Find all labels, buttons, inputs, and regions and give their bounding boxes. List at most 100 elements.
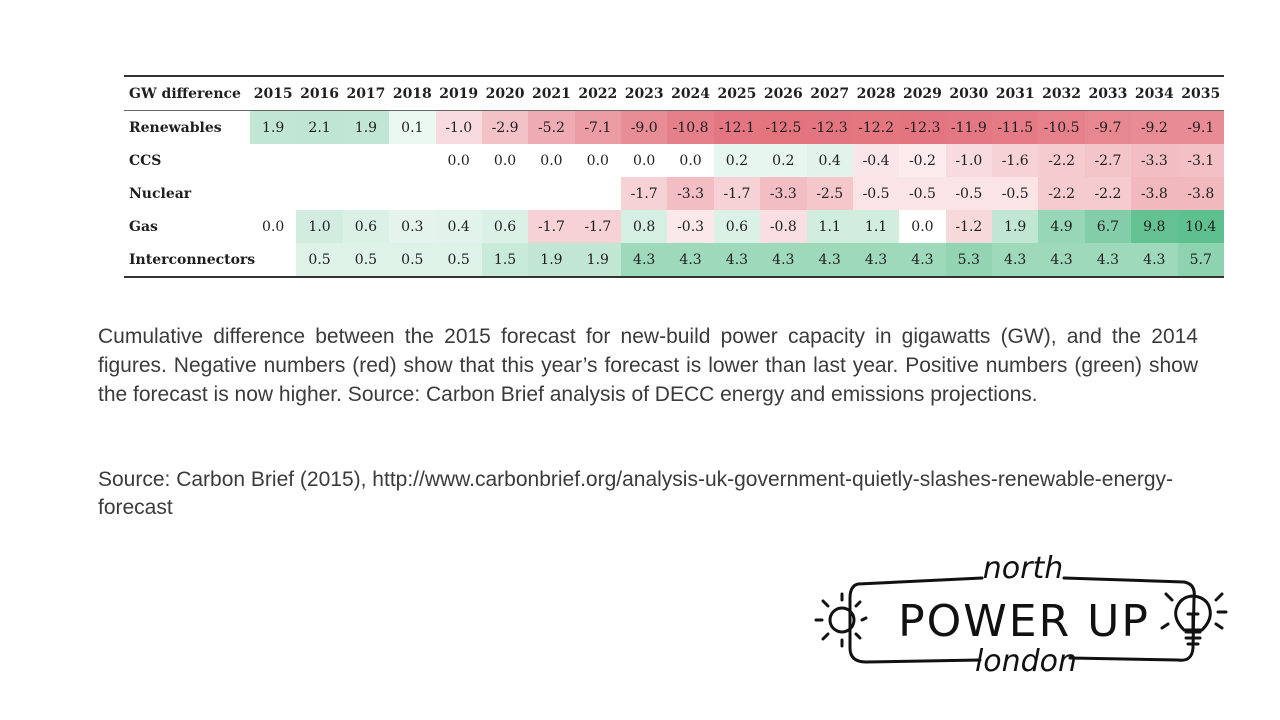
row-label: Gas (129, 218, 158, 235)
table-cell: -2.2 (1038, 144, 1085, 177)
table-cell: 1.5 (481, 243, 529, 278)
table-cell: -3.8 (1131, 177, 1178, 210)
year-header-2016: 2016 (296, 75, 343, 111)
table-cell: 4.3 (1038, 243, 1085, 278)
table-cell: 0.0 (493, 152, 517, 169)
year-header-2034: 2034 (1131, 75, 1178, 111)
table-cell (296, 144, 342, 177)
table-cell: -1.7 (621, 177, 668, 210)
year-header-2027: 2027 (806, 75, 853, 111)
year-header-2031: 2031 (992, 75, 1039, 111)
table-cell: 0.6 (481, 210, 529, 243)
table-cell: -3.3 (667, 177, 714, 210)
logo-london-text: london (975, 644, 1077, 679)
table-cell: 1.0 (296, 210, 343, 243)
table-cell: 0.5 (389, 243, 436, 278)
table-cell: 0.5 (435, 243, 482, 278)
row-label: Nuclear (129, 185, 192, 202)
header-label: GW difference (124, 75, 250, 111)
table-cell: 4.3 (1084, 243, 1132, 278)
table-cell: -3.3 (1131, 144, 1178, 177)
table-cell: 1.9 (528, 243, 575, 278)
table-cell: -9.2 (1131, 110, 1178, 144)
table-cell: 0.0 (911, 218, 934, 235)
table-cell: 0.4 (806, 144, 853, 177)
year-header-2026: 2026 (760, 75, 807, 111)
table-cell: -12.3 (899, 110, 946, 144)
table-cell: -9.0 (621, 110, 668, 144)
table-cell: -1.7 (713, 177, 761, 210)
table-cell: 4.9 (1038, 210, 1085, 243)
table-cell: 5.7 (1177, 243, 1224, 278)
table-cell: 10.4 (1177, 210, 1224, 243)
table-cell: 4.3 (667, 243, 714, 278)
table-cell: 0.8 (621, 210, 668, 243)
year-header-2017: 2017 (342, 75, 390, 111)
table-cell: 4.3 (852, 243, 900, 278)
table-cell: -3.3 (760, 177, 807, 210)
table-cell (343, 177, 389, 210)
sun-icon (814, 592, 868, 648)
table-cell: 0.5 (342, 243, 390, 278)
year-header-2024: 2024 (667, 75, 714, 111)
table-cell: 1.9 (250, 110, 297, 144)
table-cell: 0.0 (586, 152, 609, 169)
table-cell: 0.2 (713, 144, 761, 177)
year-header-2033: 2033 (1084, 75, 1132, 111)
year-header-2023: 2023 (621, 75, 668, 111)
table-cell: -10.8 (667, 110, 714, 144)
table-cell: 0.6 (342, 210, 390, 243)
table-cell: 1.9 (992, 210, 1039, 243)
table-cell (389, 177, 435, 210)
source-citation: Source: Carbon Brief (2015), http://www.… (98, 468, 1173, 519)
table-cell: -12.5 (760, 110, 807, 144)
year-header-2028: 2028 (852, 75, 900, 111)
table-row-renewables: Renewables 1.9 2.1 1.9 0.1 -1.0 -2.9 -5.2 -7.1 -9… (124, 110, 1224, 144)
table-cell: 0.6 (713, 210, 761, 243)
table-cell: -0.3 (667, 210, 714, 243)
table-cell: -12.3 (806, 110, 853, 144)
table-cell (343, 144, 389, 177)
table-cell: -2.2 (1084, 177, 1132, 210)
row-label: CCS (129, 152, 162, 169)
table-cell: -3.8 (1177, 177, 1224, 210)
table-caption: Cumulative difference between the 2015 f… (98, 325, 1198, 406)
table-cell: -1.7 (528, 210, 575, 243)
row-label: Interconnectors (124, 243, 255, 278)
table-cell: 0.2 (760, 144, 807, 177)
table-cell: -2.5 (806, 177, 853, 210)
table-cell: 4.3 (899, 243, 946, 278)
table-cell: -0.2 (899, 144, 946, 177)
table-cell (250, 144, 296, 177)
table-cell (250, 243, 297, 278)
table-cell: -12.2 (852, 110, 900, 144)
table-cell: 0.0 (540, 152, 563, 169)
table-cell: 4.3 (806, 243, 853, 278)
table-cell: -3.1 (1177, 144, 1224, 177)
year-header-2020: 2020 (481, 75, 529, 111)
table-cell: 9.8 (1131, 210, 1178, 243)
table-cell: -12.1 (713, 110, 761, 144)
table-cell: -7.1 (574, 110, 621, 144)
table-cell: -1.0 (435, 110, 482, 144)
table-cell: -0.5 (992, 177, 1039, 210)
year-header-2019: 2019 (435, 75, 482, 111)
table-cell: 5.3 (945, 243, 992, 278)
table-cell: -9.7 (1084, 110, 1132, 144)
table-cell: -9.1 (1177, 110, 1224, 144)
table-cell: 4.3 (992, 243, 1039, 278)
table-cell: 0.0 (633, 152, 656, 169)
year-header-2015: 2015 (250, 75, 297, 111)
table-cell (389, 144, 435, 177)
table-cell: -5.2 (528, 110, 575, 144)
row-label: Renewables (129, 119, 222, 136)
year-header-2022: 2022 (574, 75, 621, 111)
table-cell: 2.1 (296, 110, 343, 144)
forecast-difference-table: GW difference 2015 2016 2017 2018 2019 2020 20… (124, 75, 1224, 278)
table-cell: -1.6 (992, 144, 1039, 177)
table-cell: -0.8 (760, 210, 807, 243)
table-cell: -0.5 (945, 177, 992, 210)
year-header-2025: 2025 (713, 75, 761, 111)
table-cell (575, 177, 621, 210)
table-cell: -1.0 (945, 144, 992, 177)
